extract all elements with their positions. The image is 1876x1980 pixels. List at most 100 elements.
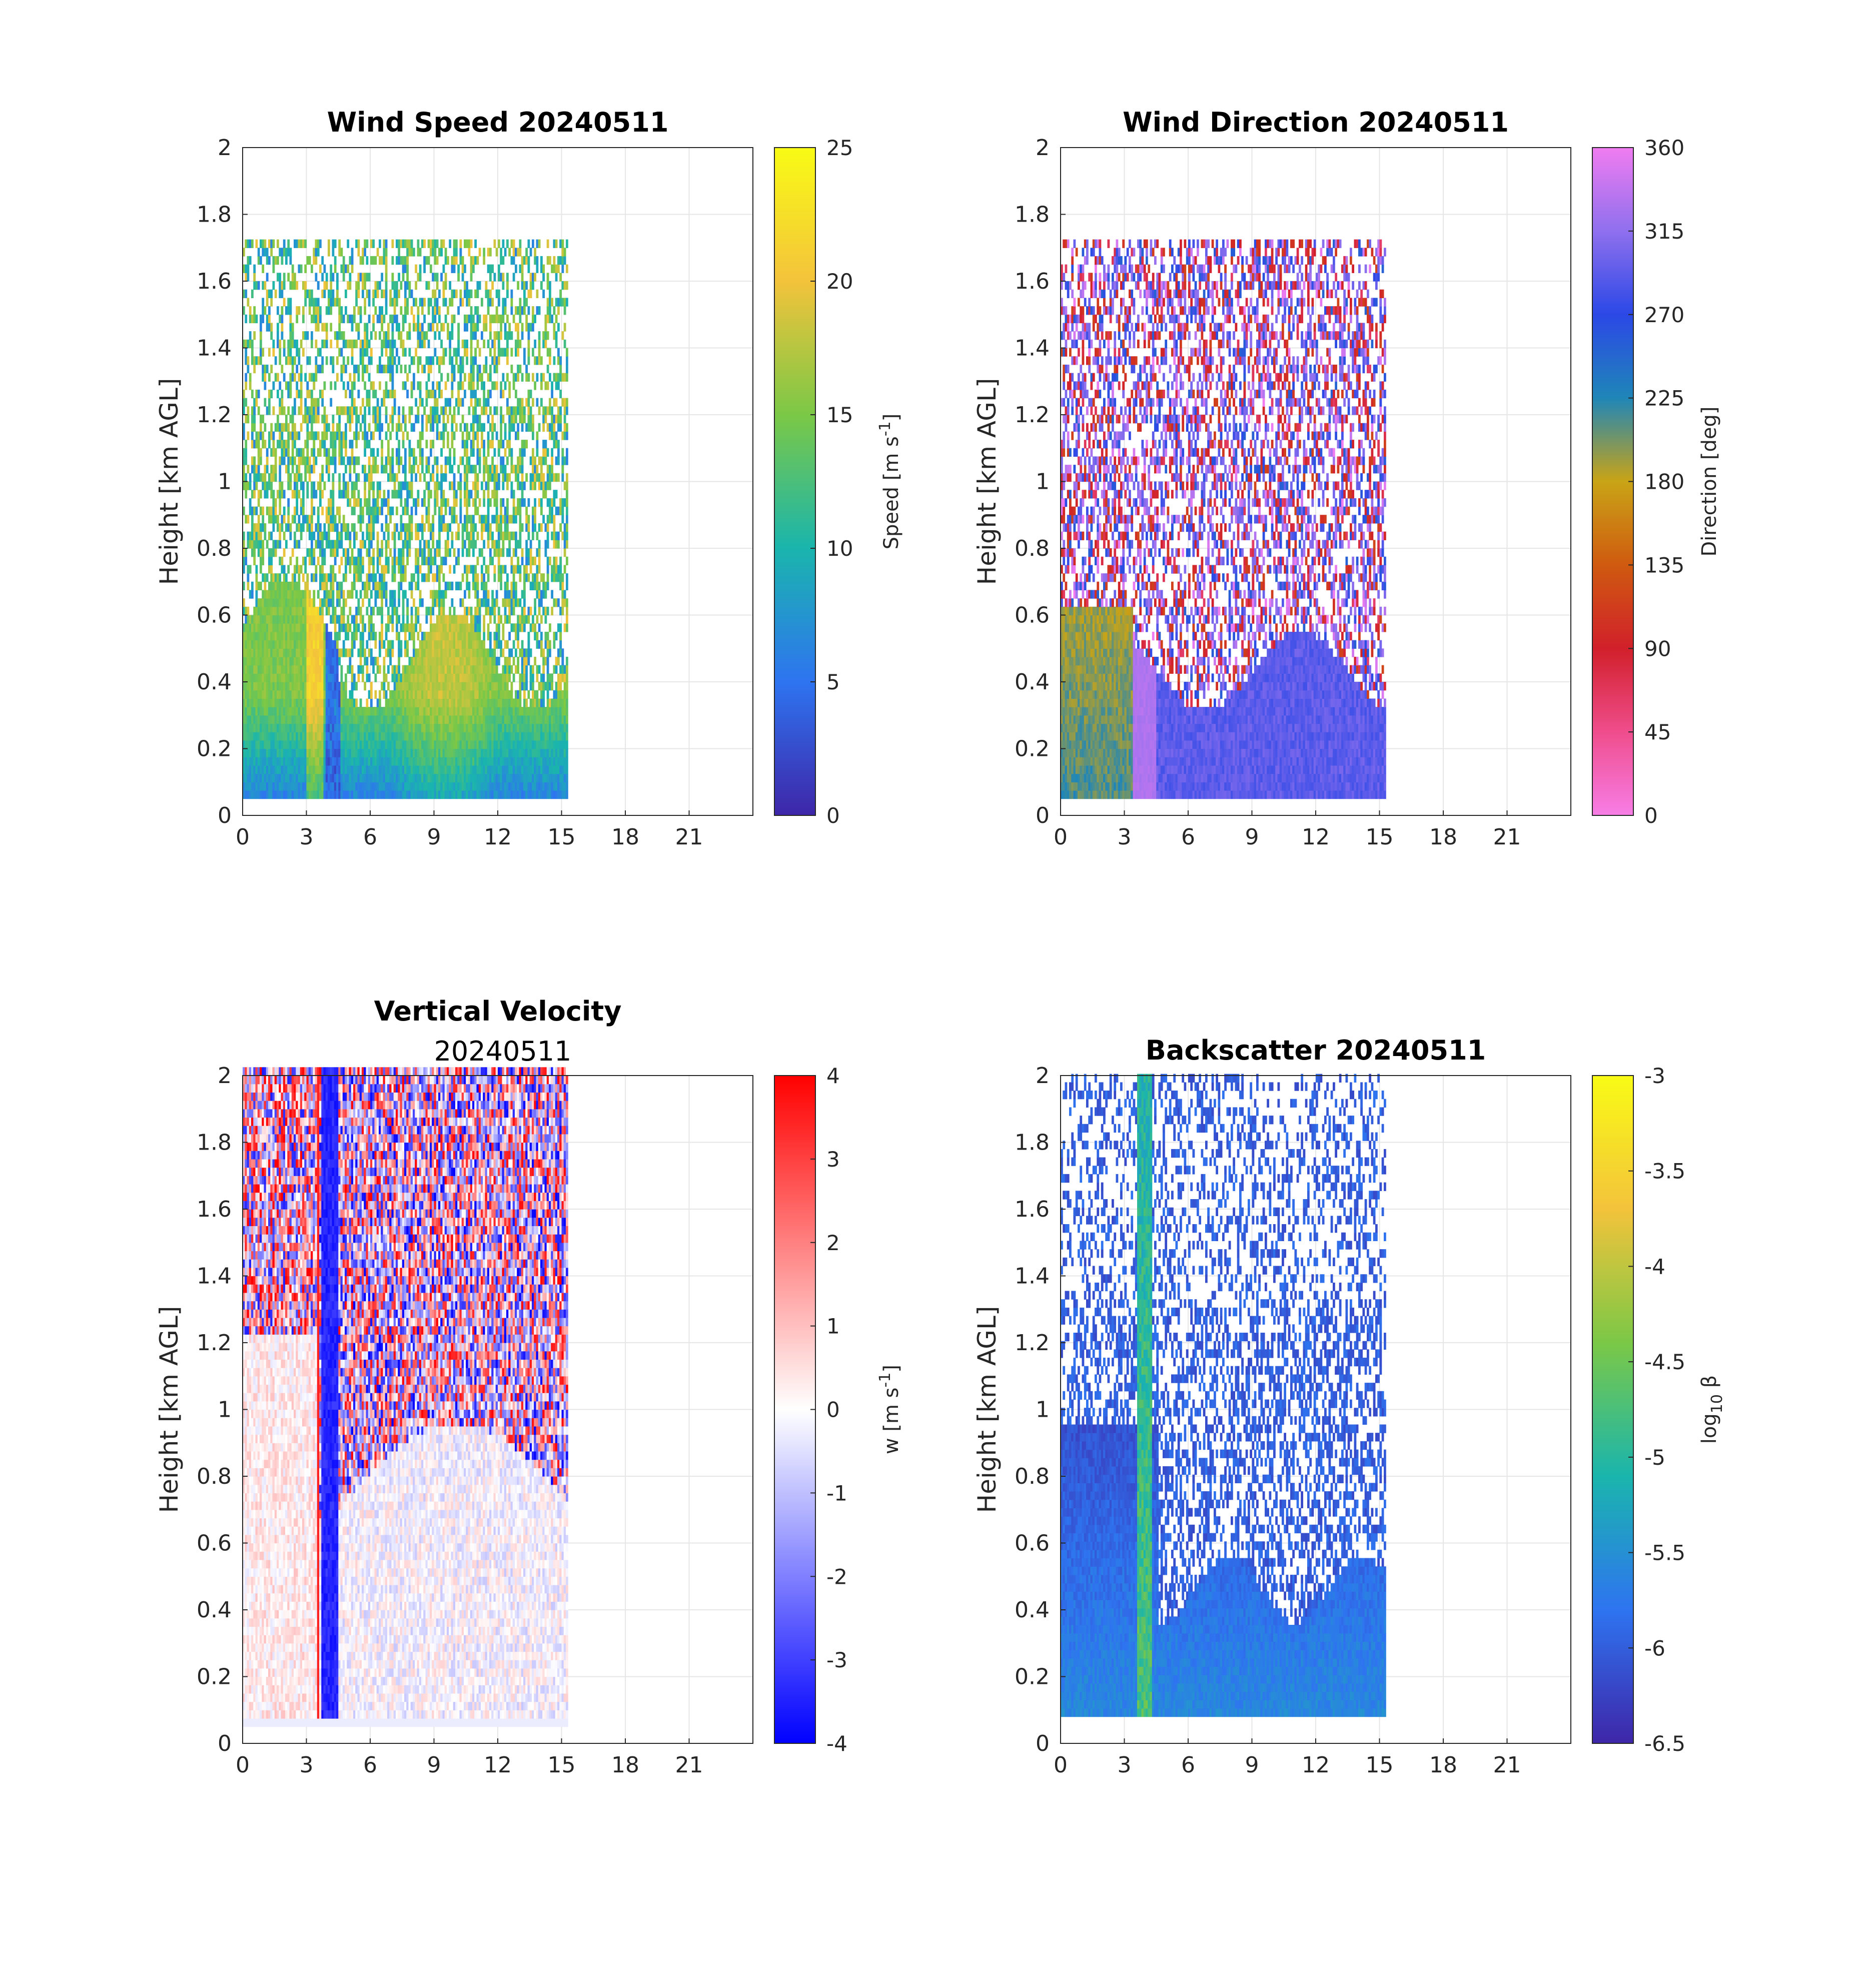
heatmap-cell	[292, 732, 294, 740]
heatmap-cell	[245, 615, 247, 624]
heatmap-cell	[281, 582, 284, 590]
heatmap-cell	[294, 540, 296, 548]
heatmap-cell	[249, 782, 252, 790]
heatmap-cell	[294, 632, 296, 640]
heatmap-cell	[270, 698, 273, 707]
heatmap-cell	[258, 765, 260, 774]
heatmap-cell	[268, 557, 271, 565]
heatmap-cell	[277, 765, 279, 774]
heatmap-cell	[287, 306, 290, 315]
heatmap-cell	[277, 707, 279, 715]
heatmap-cell	[251, 523, 254, 532]
heatmap-cell	[300, 723, 303, 732]
heatmap-cell	[268, 306, 271, 315]
heatmap-cell	[264, 657, 267, 665]
heatmap-cell	[270, 598, 273, 607]
heatmap-cell	[298, 573, 301, 582]
heatmap-cell	[256, 573, 258, 582]
heatmap-cell	[296, 482, 298, 490]
heatmap-cell	[273, 598, 275, 607]
heatmap-cell	[279, 248, 281, 256]
heatmap-cell	[264, 607, 267, 615]
heatmap-cell	[296, 723, 298, 732]
heatmap-cell	[279, 473, 281, 482]
heatmap-cell	[292, 640, 294, 649]
heatmap-cell	[262, 431, 264, 440]
heatmap-cell	[266, 665, 269, 674]
heatmap-cell	[247, 790, 250, 799]
heatmap-cell	[290, 657, 292, 665]
heatmap-cell	[260, 340, 262, 348]
heatmap-cell	[285, 582, 288, 590]
heatmap-cell	[264, 682, 267, 690]
heatmap-cell	[294, 431, 296, 440]
heatmap-cell	[249, 723, 252, 732]
heatmap-cell	[270, 615, 273, 624]
heatmap-cell	[277, 715, 279, 724]
heatmap-cell	[300, 615, 303, 624]
heatmap-cell	[253, 723, 256, 732]
heatmap-cell	[258, 256, 260, 265]
heatmap-cell	[279, 732, 281, 740]
heatmap-cell	[290, 749, 292, 757]
heatmap-cell	[275, 623, 277, 632]
heatmap-cell	[245, 623, 247, 632]
heatmap-cell	[279, 765, 281, 774]
heatmap-cell	[292, 273, 294, 281]
heatmap-cell	[287, 690, 290, 699]
heatmap-cell	[270, 482, 273, 490]
heatmap-cell	[256, 774, 258, 782]
heatmap-cell	[256, 765, 258, 774]
heatmap-cell	[292, 757, 294, 765]
heatmap-cell	[275, 256, 277, 265]
heatmap-cell	[260, 790, 262, 799]
heatmap-cell	[249, 498, 252, 507]
heatmap-cell	[249, 331, 252, 340]
heatmap-cell	[258, 281, 260, 290]
heatmap-cell	[268, 765, 271, 774]
heatmap-cell	[285, 423, 288, 432]
heatmap-cell	[253, 306, 256, 315]
heatmap-cell	[298, 473, 301, 482]
heatmap-cell	[294, 356, 296, 365]
panel-1: 0 3 6 9 12 15 18 2100.20.40.60.811.21.41.61.82H…	[155, 107, 903, 850]
heatmap-cell	[300, 607, 303, 615]
heatmap-cell	[292, 323, 294, 331]
heatmap-cell	[260, 749, 262, 757]
heatmap-cell	[251, 632, 254, 640]
heatmap-cell	[298, 540, 301, 548]
heatmap-cell	[277, 790, 279, 799]
heatmap-cell	[270, 782, 273, 790]
heatmap-cell	[247, 657, 250, 665]
heatmap-cell	[262, 365, 264, 373]
heatmap-cell	[287, 507, 290, 515]
heatmap-cell	[287, 440, 290, 448]
heatmap-cell	[283, 657, 286, 665]
heatmap-cell	[266, 623, 269, 632]
heatmap-cell	[247, 607, 250, 615]
heatmap-cell	[268, 640, 271, 649]
heatmap-cell	[298, 615, 301, 624]
heatmap-cell	[260, 665, 262, 674]
heatmap-cell	[296, 565, 298, 573]
heatmap-cell	[275, 782, 277, 790]
heatmap-cell	[268, 665, 271, 674]
heatmap-cell	[287, 774, 290, 782]
heatmap-cell	[251, 648, 254, 657]
heatmap-cell	[279, 607, 281, 615]
heatmap-cell	[290, 765, 292, 774]
heatmap-cell	[264, 790, 267, 799]
heatmap-cell	[253, 698, 256, 707]
heatmap-cell	[281, 290, 284, 298]
heatmap-cell	[296, 673, 298, 682]
heatmap-cell	[262, 640, 264, 649]
heatmap-cell	[283, 648, 286, 657]
heatmap-cell	[281, 732, 284, 740]
heatmap-cell	[262, 523, 264, 532]
heatmap-cell	[277, 573, 279, 582]
heatmap-cell	[273, 448, 275, 457]
heatmap-cell	[251, 732, 254, 740]
heatmap-cell	[266, 790, 269, 799]
heatmap-cell	[268, 482, 271, 490]
heatmap-cell	[249, 682, 252, 690]
